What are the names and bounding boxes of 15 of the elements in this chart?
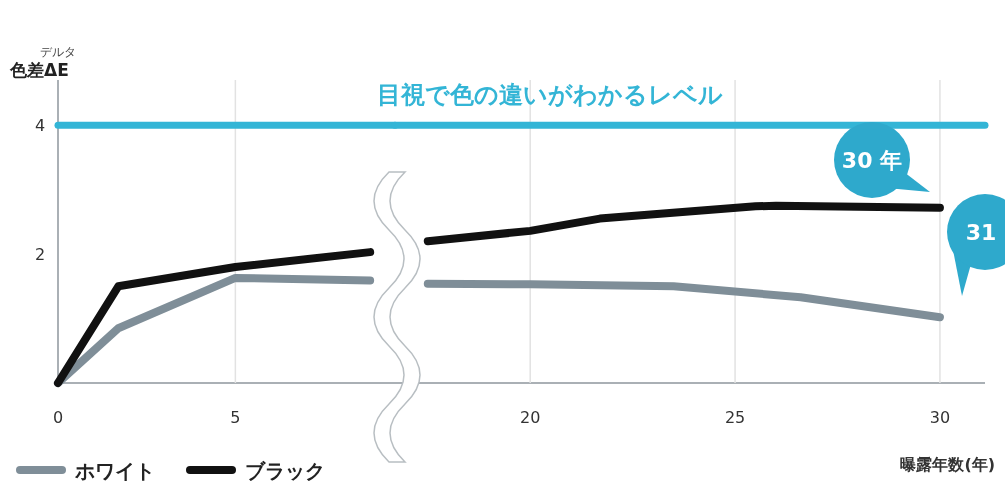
x-tick-label: 20 — [520, 408, 541, 427]
annotation: 30 年 — [841, 148, 903, 173]
y-tick-label: 4 — [34, 116, 46, 136]
y-axis-title: 色差ΔE — [9, 60, 69, 80]
x-axis-title: 曝露年数(年) — [900, 455, 995, 474]
text: デルタ — [40, 45, 76, 59]
x-tick-label: 25 — [724, 408, 746, 427]
legend-label: ホワイト — [74, 459, 155, 483]
x-tick-label: 0 — [52, 408, 64, 427]
y-tick-label: 2 — [34, 245, 46, 265]
legend-label: ブラック — [245, 459, 325, 483]
x-tick-label: 30 — [929, 408, 951, 427]
x-tick-label: 5 — [230, 408, 241, 427]
annotation: 31 — [965, 220, 997, 245]
ref-line-label: 目視で色の違いがわかるレベル — [377, 81, 723, 110]
